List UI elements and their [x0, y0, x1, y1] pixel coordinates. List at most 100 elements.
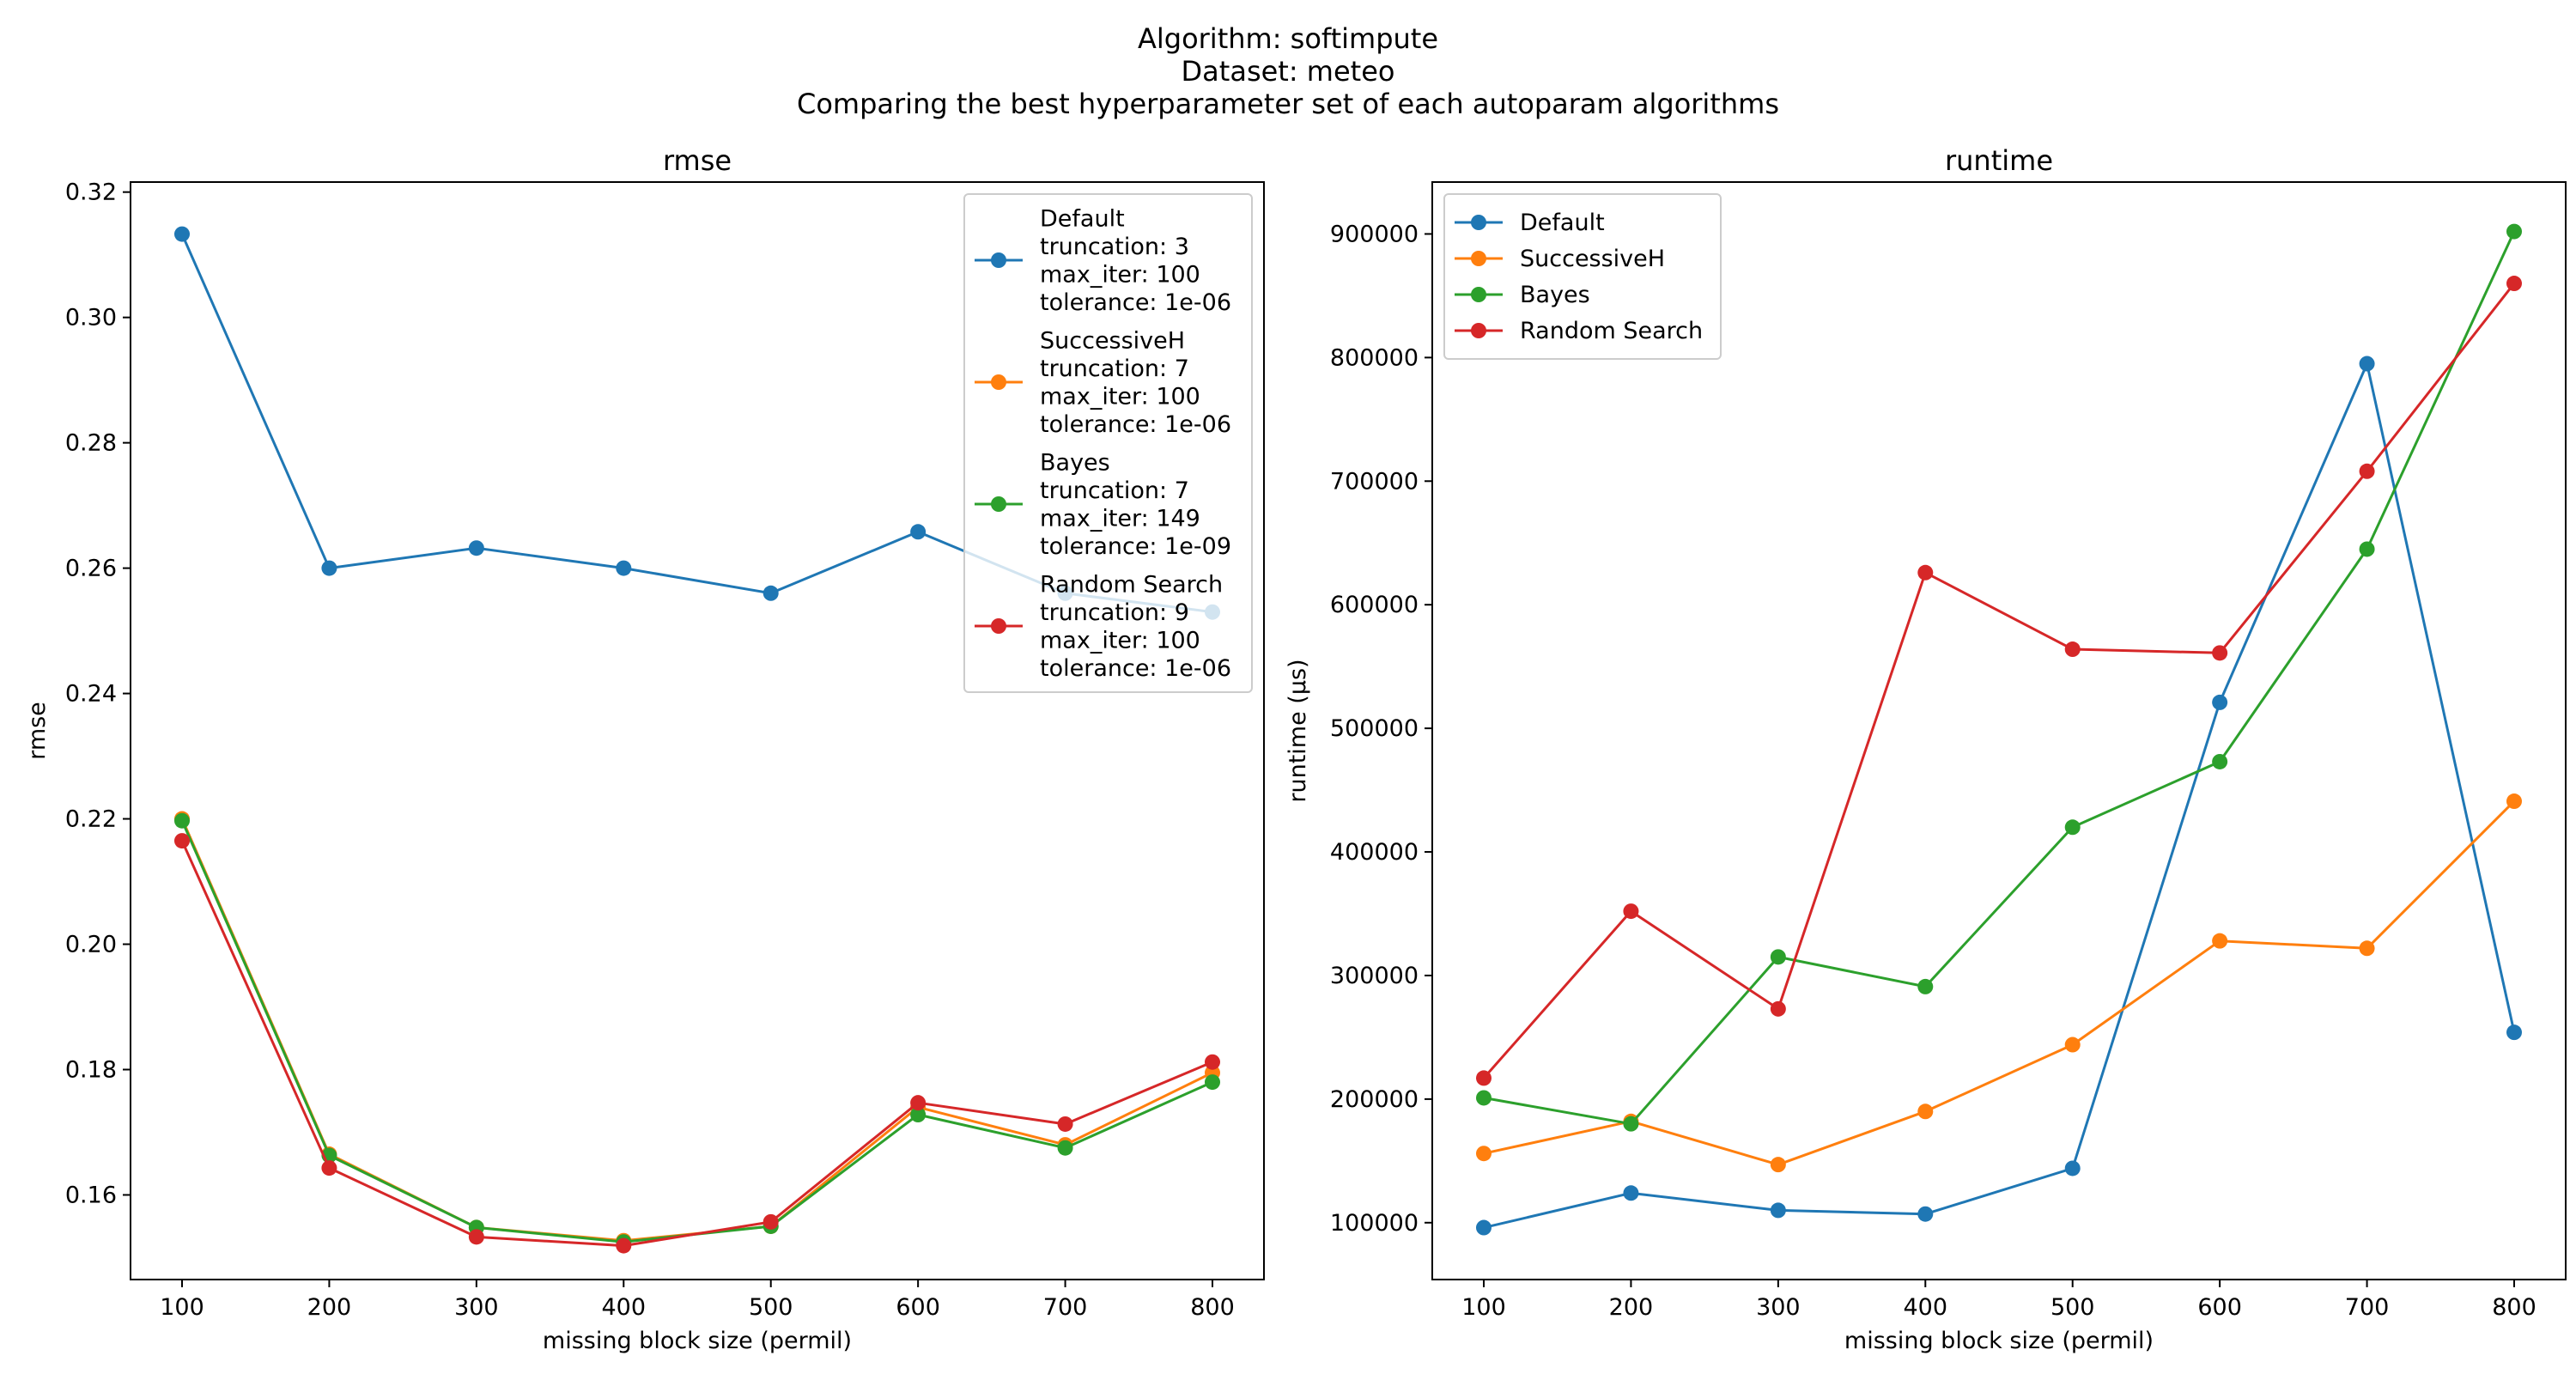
- rmse-legend-label-default: max_iter: 100: [1040, 261, 1200, 288]
- rmse-legend-label-default: truncation: 3: [1040, 234, 1189, 260]
- rmse-x-tick-label: 500: [749, 1294, 793, 1321]
- runtime-legend-label-default: Default: [1520, 210, 1605, 236]
- rmse-x-tick-label: 600: [896, 1294, 940, 1321]
- rmse-y-tick-label: 0.26: [65, 556, 117, 582]
- rmse-legend-label-bayes: Bayes: [1040, 449, 1110, 476]
- rmse-point-default: [616, 560, 632, 576]
- rmse-y-tick-label: 0.18: [65, 1056, 117, 1083]
- runtime-legend: [1443, 193, 1722, 360]
- runtime-point-successiveh: [2359, 940, 2375, 957]
- runtime-legend-label-random-search: Random Search: [1520, 318, 1703, 344]
- runtime-series-line-bayes: [1483, 230, 2516, 1126]
- rmse-point-random-search: [762, 1213, 779, 1230]
- rmse-point-random-search: [910, 1095, 927, 1111]
- runtime-y-tick-label: 800000: [1330, 344, 1419, 371]
- rmse-y-tick-label: 0.20: [65, 932, 117, 958]
- rmse-legend: [963, 193, 1253, 693]
- rmse-legend-label-bayes: tolerance: 1e-09: [1040, 533, 1231, 560]
- rmse-point-bayes: [910, 1107, 927, 1123]
- rmse-point-bayes: [174, 812, 190, 829]
- rmse-x-tick-label: 700: [1043, 1294, 1088, 1321]
- rmse-point-default: [910, 524, 927, 540]
- runtime-legend-marker-successiveh: [1471, 251, 1486, 266]
- runtime-legend-label-successiveh: SuccessiveH: [1520, 246, 1665, 272]
- rmse-point-default: [468, 540, 484, 556]
- runtime-point-default: [1917, 1206, 1934, 1222]
- runtime-x-tick-label: 600: [2197, 1294, 2242, 1321]
- rmse-series-line-random-search: [180, 840, 1213, 1248]
- runtime-y-tick-label: 400000: [1330, 839, 1419, 866]
- runtime-y-tick-label: 700000: [1330, 468, 1419, 495]
- runtime-point-successiveh: [1917, 1103, 1934, 1120]
- rmse-x-tick-label: 200: [307, 1294, 352, 1321]
- rmse-legend-label-default: tolerance: 1e-06: [1040, 289, 1231, 316]
- runtime-point-successiveh: [1770, 1157, 1786, 1173]
- runtime-point-successiveh: [2506, 793, 2522, 810]
- rmse-series-line-bayes: [180, 820, 1213, 1243]
- runtime-point-bayes: [2506, 223, 2522, 240]
- rmse-y-tick-label: 0.24: [65, 681, 117, 708]
- suptitle-description: Comparing the best hyperparameter set of…: [797, 88, 1779, 120]
- suptitle-algorithm: Algorithm: softimpute: [1137, 22, 1439, 55]
- runtime-point-random-search: [1770, 1000, 1786, 1017]
- rmse-legend-label-default: Default: [1040, 205, 1125, 232]
- rmse-point-default: [762, 585, 779, 601]
- rmse-x-tick-label: 400: [602, 1294, 647, 1321]
- runtime-point-bayes: [1917, 978, 1934, 994]
- runtime-point-random-search: [2212, 645, 2228, 661]
- runtime-x-tick-label: 100: [1461, 1294, 1506, 1321]
- runtime-y-tick-label: 600000: [1330, 592, 1419, 618]
- rmse-point-bayes: [1205, 1074, 1220, 1091]
- rmse-x-tick-label: 100: [160, 1294, 204, 1321]
- runtime-point-default: [1770, 1202, 1786, 1219]
- rmse-legend-label-successiveh: max_iter: 100: [1040, 383, 1200, 410]
- runtime-legend-marker-bayes: [1471, 287, 1486, 302]
- runtime-y-tick-label: 200000: [1330, 1086, 1419, 1113]
- rmse-legend-label-bayes: truncation: 7: [1040, 477, 1189, 504]
- runtime-point-bayes: [1476, 1090, 1492, 1106]
- runtime-legend-label-bayes: Bayes: [1520, 282, 1590, 308]
- rmse-point-random-search: [174, 833, 190, 849]
- rmse-legend-marker-successiveh: [991, 374, 1006, 390]
- rmse-legend-marker-random-search: [991, 618, 1006, 634]
- runtime-x-tick-label: 800: [2492, 1294, 2537, 1321]
- rmse-point-default: [174, 226, 190, 242]
- runtime-point-successiveh: [2212, 933, 2228, 949]
- rmse-point-random-search: [616, 1237, 632, 1254]
- rmse-x-tick-label: 800: [1190, 1294, 1235, 1321]
- runtime-y-axis-label: runtime (µs): [1285, 659, 1311, 802]
- runtime-point-bayes: [2359, 541, 2375, 557]
- runtime-point-random-search: [2506, 276, 2522, 292]
- runtime-x-axis-label: missing block size (permil): [1844, 1328, 2154, 1354]
- rmse-y-tick-label: 0.32: [65, 179, 117, 206]
- runtime-point-random-search: [1476, 1070, 1492, 1086]
- runtime-legend-marker-random-search: [1471, 323, 1486, 338]
- runtime-point-default: [2506, 1024, 2522, 1041]
- runtime-series-line-default: [1483, 362, 2516, 1230]
- rmse-legend-label-successiveh: tolerance: 1e-06: [1040, 411, 1231, 438]
- rmse-point-random-search: [1057, 1116, 1073, 1132]
- rmse-y-tick-label: 0.30: [65, 305, 117, 331]
- runtime-x-tick-label: 400: [1904, 1294, 1948, 1321]
- runtime-point-default: [1623, 1185, 1639, 1201]
- runtime-point-default: [2064, 1160, 2081, 1176]
- rmse-legend-marker-bayes: [991, 496, 1006, 512]
- runtime-point-bayes: [1770, 949, 1786, 965]
- runtime-point-successiveh: [2064, 1037, 2081, 1053]
- rmse-point-default: [321, 560, 337, 576]
- rmse-legend-label-random-search: max_iter: 100: [1040, 627, 1200, 654]
- rmse-chart-title: rmse: [663, 144, 732, 177]
- rmse-legend-marker-default: [991, 252, 1006, 268]
- runtime-point-random-search: [2064, 641, 2081, 658]
- runtime-point-default: [2359, 356, 2375, 372]
- rmse-point-random-search: [321, 1160, 337, 1176]
- runtime-plot-frame: [1431, 181, 2567, 1280]
- rmse-point-random-search: [1205, 1054, 1220, 1070]
- runtime-y-tick-label: 900000: [1330, 221, 1419, 247]
- runtime-series-line-successiveh: [1483, 799, 2516, 1166]
- rmse-y-axis-label: rmse: [24, 702, 51, 760]
- runtime-legend-marker-default: [1471, 215, 1486, 230]
- rmse-plot-frame: [130, 181, 1265, 1280]
- runtime-point-bayes: [1623, 1116, 1639, 1132]
